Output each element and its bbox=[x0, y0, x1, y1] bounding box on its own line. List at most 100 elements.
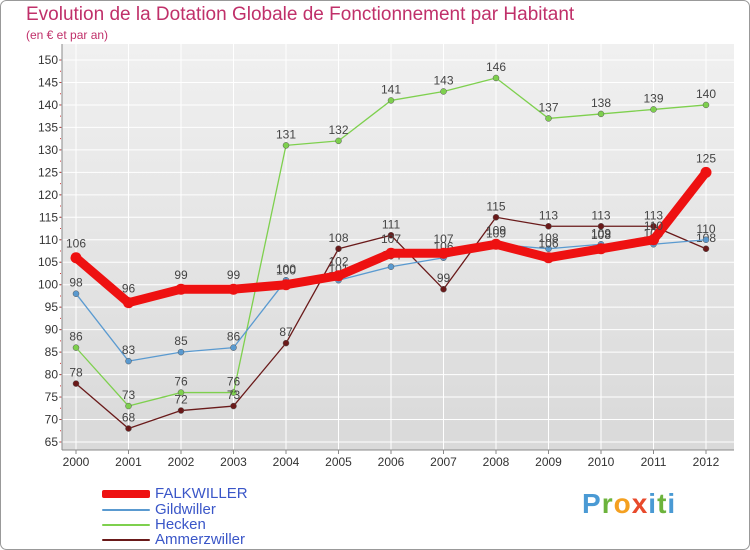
data-label-falkwiller-2008: 109 bbox=[486, 223, 506, 237]
y-tick-label-95: 95 bbox=[45, 300, 59, 314]
data-label-hecken-2003: 76 bbox=[227, 375, 241, 389]
legend-item-hecken: Hecken bbox=[102, 517, 206, 533]
x-tick-label-2005: 2005 bbox=[325, 455, 352, 469]
legend-swatch-falkwiller bbox=[102, 490, 150, 498]
y-tick-label-120: 120 bbox=[38, 188, 58, 202]
data-label-falkwiller-2009: 106 bbox=[538, 237, 558, 251]
data-label-falkwiller-2003: 99 bbox=[227, 268, 241, 282]
y-tick-label-115: 115 bbox=[39, 210, 58, 224]
data-label-gildwiller-2003: 86 bbox=[227, 330, 241, 344]
data-point-ammerzwiller-2011 bbox=[650, 223, 657, 230]
data-label-gildwiller-2000: 98 bbox=[69, 276, 83, 290]
data-label-hecken-2006: 141 bbox=[381, 82, 401, 96]
proxiti-logo: Proxiti bbox=[582, 488, 677, 519]
data-point-falkwiller-2010 bbox=[595, 243, 607, 255]
x-tick-label-2006: 2006 bbox=[378, 455, 405, 469]
data-point-hecken-2007 bbox=[440, 88, 447, 95]
y-tick-label-90: 90 bbox=[45, 323, 59, 337]
data-label-falkwiller-2007: 107 bbox=[433, 232, 453, 246]
data-label-ammerzwiller-2000: 78 bbox=[69, 366, 83, 380]
data-label-hecken-2000: 86 bbox=[69, 330, 83, 344]
data-label-falkwiller-2012: 125 bbox=[696, 151, 716, 165]
y-tick-label-145: 145 bbox=[38, 75, 58, 89]
data-label-gildwiller-2012: 110 bbox=[696, 222, 715, 236]
data-point-falkwiller-2001 bbox=[123, 297, 134, 309]
data-point-hecken-2012 bbox=[702, 101, 710, 109]
data-point-hecken-2010 bbox=[597, 110, 605, 118]
y-tick-label-110: 110 bbox=[39, 233, 58, 247]
data-point-ammerzwiller-2010 bbox=[597, 223, 605, 230]
data-label-ammerzwiller-2003: 73 bbox=[227, 388, 241, 402]
data-point-gildwiller-2009 bbox=[545, 245, 552, 253]
y-tick-label-75: 75 bbox=[45, 390, 59, 404]
data-label-ammerzwiller-2004: 87 bbox=[279, 325, 293, 339]
chart-subtitle: (en € et par an) bbox=[26, 28, 109, 42]
data-label-gildwiller-2004: 100 bbox=[276, 262, 296, 276]
data-label-falkwiller-2011: 110 bbox=[644, 219, 663, 233]
data-label-ammerzwiller-2010: 113 bbox=[591, 208, 610, 222]
data-point-falkwiller-2003 bbox=[228, 283, 239, 295]
data-point-gildwiller-2002 bbox=[177, 348, 185, 356]
data-point-gildwiller-2012 bbox=[702, 236, 710, 244]
legend-item-gildwiller: Gildwiller bbox=[102, 502, 216, 518]
y-tick-label-80: 80 bbox=[45, 368, 59, 382]
data-point-gildwiller-2001 bbox=[125, 357, 132, 365]
x-tick-label-2003: 2003 bbox=[220, 455, 247, 469]
data-label-hecken-2005: 132 bbox=[328, 123, 348, 137]
data-label-hecken-2012: 140 bbox=[696, 87, 716, 101]
data-label-hecken-2001: 73 bbox=[122, 388, 136, 402]
data-label-hecken-2004: 131 bbox=[276, 127, 296, 141]
y-tick-label-130: 130 bbox=[38, 143, 58, 157]
x-tick-label-2007: 2007 bbox=[430, 455, 457, 469]
chart-title: Evolution de la Dotation Globale de Fonc… bbox=[26, 4, 575, 25]
data-label-ammerzwiller-2007: 99 bbox=[437, 271, 451, 285]
y-tick-label-105: 105 bbox=[38, 255, 58, 269]
data-point-ammerzwiller-2002 bbox=[177, 407, 185, 414]
data-label-gildwiller-2001: 83 bbox=[122, 343, 136, 357]
y-tick-label-150: 150 bbox=[38, 53, 58, 67]
data-label-ammerzwiller-2002: 72 bbox=[174, 393, 188, 407]
x-tick-label-2008: 2008 bbox=[483, 455, 510, 469]
data-point-falkwiller-2000 bbox=[70, 252, 82, 264]
data-label-ammerzwiller-2001: 68 bbox=[122, 411, 136, 425]
data-point-hecken-2011 bbox=[650, 106, 657, 113]
data-point-falkwiller-2009 bbox=[543, 252, 554, 264]
data-label-ammerzwiller-2011: 113 bbox=[644, 208, 663, 222]
y-tick-label-125: 125 bbox=[38, 165, 58, 179]
data-label-falkwiller-2005: 102 bbox=[328, 255, 348, 269]
data-point-hecken-2003 bbox=[230, 389, 237, 396]
data-label-hecken-2002: 76 bbox=[174, 375, 188, 389]
data-point-gildwiller-2000 bbox=[72, 290, 80, 297]
data-label-gildwiller-2002: 85 bbox=[174, 334, 188, 348]
data-label-ammerzwiller-2005: 108 bbox=[328, 231, 348, 245]
data-label-falkwiller-2001: 96 bbox=[122, 282, 136, 296]
data-point-hecken-2009 bbox=[545, 115, 552, 122]
data-point-hecken-2001 bbox=[125, 402, 132, 410]
data-point-hecken-2004 bbox=[282, 142, 290, 149]
y-tick-label-135: 135 bbox=[38, 120, 58, 134]
data-point-falkwiller-2008 bbox=[490, 238, 502, 250]
data-point-ammerzwiller-2008 bbox=[492, 214, 500, 221]
data-label-ammerzwiller-2006: 111 bbox=[382, 217, 401, 231]
data-point-ammerzwiller-2001 bbox=[125, 425, 132, 432]
data-point-ammerzwiller-2012 bbox=[702, 245, 710, 253]
data-label-gildwiller-2009: 108 bbox=[538, 231, 558, 245]
y-tick-label-65: 65 bbox=[45, 435, 59, 449]
data-point-hecken-2000 bbox=[72, 344, 80, 351]
x-tick-label-2001: 2001 bbox=[115, 455, 142, 469]
data-label-falkwiller-2002: 99 bbox=[174, 268, 188, 282]
data-label-falkwiller-2010: 108 bbox=[591, 228, 611, 242]
data-label-gildwiller-2008: 109 bbox=[486, 226, 506, 240]
data-point-hecken-2008 bbox=[492, 74, 500, 82]
data-label-hecken-2008: 146 bbox=[486, 60, 506, 74]
data-point-ammerzwiller-2009 bbox=[545, 223, 552, 230]
legend-label-falkwiller: FALKWILLER bbox=[155, 485, 248, 502]
data-point-ammerzwiller-2006 bbox=[387, 232, 395, 239]
data-point-ammerzwiller-2000 bbox=[72, 380, 80, 387]
x-tick-label-2012: 2012 bbox=[693, 455, 720, 469]
data-point-gildwiller-2006 bbox=[387, 263, 395, 270]
data-label-hecken-2009: 137 bbox=[538, 100, 558, 114]
data-point-hecken-2005 bbox=[335, 137, 342, 145]
